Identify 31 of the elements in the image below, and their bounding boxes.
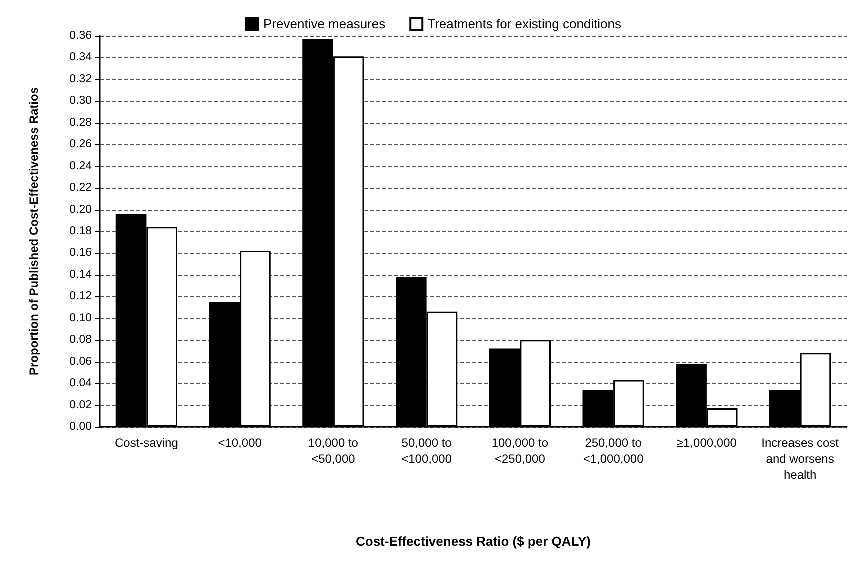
x-tick-label: 100,000 to <250,000	[492, 436, 549, 466]
y-tick-label: 0.12	[70, 290, 92, 303]
y-tick-label: 0.32	[70, 73, 92, 86]
y-tick-label: 0.04	[70, 378, 93, 390]
y-tick-label: 0.06	[70, 356, 92, 368]
y-tick-label: 0.28	[70, 116, 92, 129]
y-tick-label: 0.16	[70, 247, 92, 260]
y-tick-label: 0.30	[70, 95, 92, 108]
x-tick-label: Cost-saving	[115, 436, 178, 450]
y-tick-label: 0.02	[70, 399, 92, 412]
y-tick-label: 0.08	[70, 334, 92, 346]
x-tick-label: 10,000 to <50,000	[308, 436, 359, 466]
y-tick-label: 0.34	[70, 52, 93, 64]
y-tick-label: 0.36	[70, 30, 92, 42]
y-tick-label: 0.10	[70, 312, 92, 324]
y-axis-title: Proportion of Published Cost-Effectiveness Ratios	[27, 87, 41, 376]
y-tick-label: 0.24	[70, 160, 93, 172]
x-tick-label: ≥1,000,000	[676, 436, 738, 450]
y-tick-label: 0.14	[70, 268, 93, 281]
x-tick-label: 250,000 to <1,000,000	[583, 436, 644, 466]
x-tick-label: 50,000 to <100,000	[402, 436, 452, 466]
y-tick-label: 0.20	[70, 204, 92, 216]
x-axis-title: Cost-Effectiveness Ratio ($ per QALY)	[356, 534, 592, 549]
y-tick-label: 0.26	[70, 138, 92, 151]
y-tick-label: 0.00	[70, 421, 92, 433]
x-tick-label: Increases cost and worsens health	[762, 436, 840, 482]
legend-label: Treatments for existing conditions	[428, 16, 622, 32]
legend-label: Preventive measures	[264, 16, 386, 32]
y-tick-label: 0.22	[70, 182, 92, 194]
y-tick-label: 0.18	[70, 226, 92, 238]
x-tick-label: <10,000	[218, 436, 262, 450]
